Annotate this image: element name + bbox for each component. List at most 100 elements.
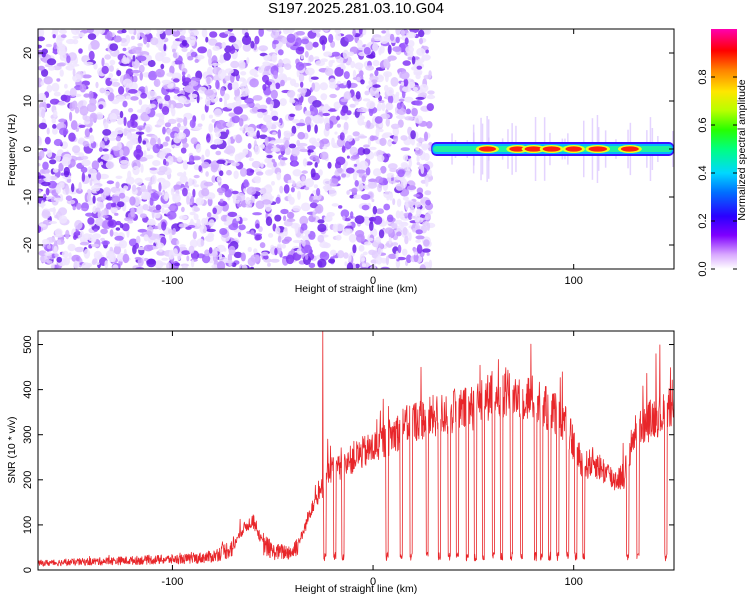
spectrogram-noise-blob xyxy=(105,161,115,169)
spectrogram-noise-blob xyxy=(158,166,168,173)
spectrogram-noise-blob xyxy=(58,162,64,172)
spectrogram-noise-blob xyxy=(240,96,247,101)
spectrogram-noise-blob xyxy=(397,169,405,178)
spectrogram-noise-blob xyxy=(88,50,95,61)
spectrogram-noise-blob xyxy=(310,76,319,80)
spectrogram-noise-blob xyxy=(44,252,52,256)
spectrogram-noise-blob xyxy=(235,134,243,144)
spectrogram-noise-blob xyxy=(335,32,342,41)
spectrogram-noise-blob xyxy=(338,205,343,209)
spectrogram-noise-blob xyxy=(372,205,377,215)
spectrogram-noise-blob xyxy=(173,262,181,267)
spectrogram-noise-blob xyxy=(322,146,328,150)
spectrogram-noise-blob xyxy=(253,248,258,254)
spectrogram-noise-blob xyxy=(400,81,405,86)
spectrogram-noise-blob xyxy=(54,228,63,237)
spectrogram-noise-blob xyxy=(129,196,136,206)
spectrogram-noise-blob xyxy=(299,148,309,153)
spectrogram-noise-blob xyxy=(182,77,192,84)
spectrogram-noise-blob xyxy=(381,133,390,139)
spectrogram-noise-blob xyxy=(314,124,318,134)
spectrogram-noise-blob xyxy=(72,35,81,39)
spectrogram-noise-blob xyxy=(323,242,331,249)
spectrogram-noise-blob xyxy=(244,97,255,104)
spectrogram-noise-blob xyxy=(164,29,173,36)
spectrogram-noise-blob xyxy=(93,250,102,260)
spectrogram-noise-blob xyxy=(384,227,394,234)
spectrogram-noise-blob xyxy=(375,236,381,243)
spectrogram-noise-blob xyxy=(52,124,57,129)
spectrogram-noise-blob xyxy=(69,63,80,67)
spectrogram-noise-blob xyxy=(274,214,282,222)
spectrogram-noise-blob xyxy=(108,72,114,79)
spectrogram-noise-blob xyxy=(374,69,379,77)
spectrogram-noise-blob xyxy=(269,140,278,145)
spectrogram-noise-blob xyxy=(190,137,198,145)
spectrogram-noise-blob xyxy=(206,133,211,143)
spectrogram-noise-blob xyxy=(348,233,357,243)
spectrogram-noise-blob xyxy=(95,112,104,121)
spectrogram-noise-blob xyxy=(424,190,432,196)
spectrogram-noise-blob xyxy=(264,202,272,212)
spectrogram-y-tick-label: 0 xyxy=(22,146,34,152)
spectrogram-noise-blob xyxy=(315,205,322,213)
spectrogram-noise-blob xyxy=(352,69,357,80)
spectrogram-noise-blob xyxy=(245,197,251,205)
spectrogram-noise-blob xyxy=(171,60,176,67)
spectrogram-noise-blob xyxy=(51,82,60,92)
spectrogram-noise-blob xyxy=(136,125,146,130)
spectrogram-noise-blob xyxy=(164,122,171,128)
spectrogram-noise-blob xyxy=(334,29,341,34)
spectrogram-noise-blob xyxy=(220,87,225,97)
spectrogram-noise-blob xyxy=(392,198,396,206)
spectrogram-noise-blob xyxy=(88,90,94,100)
spectrogram-noise-blob xyxy=(426,252,430,256)
spectrogram-noise-blob xyxy=(278,66,284,74)
spectrogram-noise-blob xyxy=(374,92,380,99)
spectrogram-noise-blob xyxy=(161,221,167,231)
spectrogram-noise-blob xyxy=(366,120,371,129)
spectrogram-noise-blob xyxy=(412,86,419,92)
spectrogram-noise-blob xyxy=(205,36,209,43)
spectrogram-noise-blob xyxy=(145,107,151,114)
spectrogram-noise-blob xyxy=(104,54,112,60)
spectrogram-noise-blob xyxy=(292,205,302,212)
spectrogram-noise-blob xyxy=(215,131,222,138)
spectrogram-noise-blob xyxy=(38,122,48,130)
spectrogram-noise-blob xyxy=(58,118,66,123)
spectrogram-noise-blob xyxy=(228,262,232,267)
spectrogram-noise-blob xyxy=(340,108,346,117)
spectrogram-noise-blob xyxy=(113,245,122,255)
spectrogram-noise-blob xyxy=(241,217,248,222)
spectrogram-noise-blob xyxy=(395,183,404,191)
spectrogram-noise-blob xyxy=(224,68,234,74)
spectrogram-noise-blob xyxy=(38,44,42,49)
spectrogram-noise-blob xyxy=(188,93,198,99)
spectrogram-noise-blob xyxy=(211,264,219,269)
spectrogram-noise-blob xyxy=(206,228,216,233)
spectrogram-noise-blob xyxy=(123,128,128,137)
spectrogram-noise-blob xyxy=(328,33,334,43)
spectrogram-noise-blob xyxy=(196,218,201,227)
spectrogram-noise-blob xyxy=(152,233,160,238)
spectrogram-noise-blob xyxy=(53,245,58,255)
spectrogram-noise-blob xyxy=(269,103,274,112)
spectrogram-noise-blob xyxy=(47,180,58,189)
spectrogram-noise-blob xyxy=(323,215,333,223)
spectrogram-noise-blob xyxy=(97,29,106,35)
spectrogram-noise-blob xyxy=(182,187,188,197)
spectrogram-noise-blob xyxy=(267,262,271,267)
spectrogram-noise-blob xyxy=(404,116,414,121)
spectrogram-noise-blob xyxy=(136,207,144,215)
spectrogram-noise-blob xyxy=(300,81,304,88)
spectrogram-noise-blob xyxy=(426,121,433,129)
spectrogram-noise-blob xyxy=(173,184,181,190)
spectrogram-noise-blob xyxy=(81,172,86,183)
spectrogram-noise-blob xyxy=(138,99,143,106)
spectrogram-noise-blob xyxy=(188,81,199,87)
spectrogram-noise-blob xyxy=(78,235,82,239)
spectrogram-noise-blob xyxy=(216,187,226,194)
spectrogram-noise-blob xyxy=(402,60,411,66)
spectrogram-noise-blob xyxy=(296,139,301,147)
spectrogram-noise-blob xyxy=(395,258,401,269)
